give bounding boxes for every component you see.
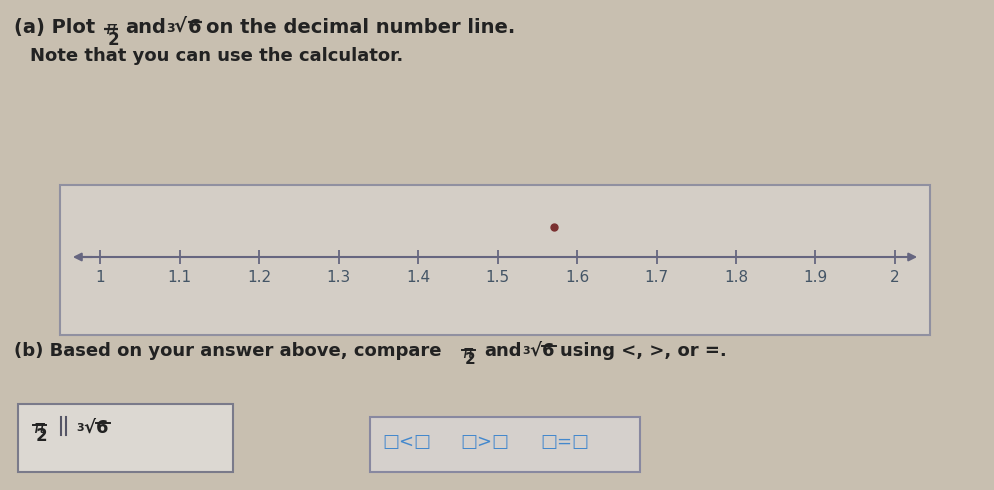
Text: $\pi$: $\pi$ — [105, 20, 118, 38]
Text: 3: 3 — [522, 346, 529, 356]
Text: 1.9: 1.9 — [802, 270, 827, 285]
Text: 1.6: 1.6 — [565, 270, 588, 285]
Text: and: and — [483, 342, 521, 360]
Bar — [60, 185, 929, 335]
Text: (b) Based on your answer above, compare: (b) Based on your answer above, compare — [14, 342, 441, 360]
Text: 1.2: 1.2 — [247, 270, 270, 285]
Text: 1: 1 — [95, 270, 104, 285]
Text: √: √ — [173, 17, 186, 36]
Text: 2: 2 — [890, 270, 899, 285]
Text: 1.8: 1.8 — [724, 270, 747, 285]
Text: 6: 6 — [542, 342, 554, 360]
Text: 1.1: 1.1 — [167, 270, 192, 285]
Text: $\pi$: $\pi$ — [461, 344, 474, 362]
Text: 3: 3 — [76, 423, 83, 433]
Text: 1.3: 1.3 — [326, 270, 350, 285]
Text: 2: 2 — [36, 427, 48, 445]
Text: √: √ — [529, 342, 541, 360]
Bar — [18, 404, 233, 472]
Text: Note that you can use the calculator.: Note that you can use the calculator. — [30, 47, 403, 65]
Text: 1.7: 1.7 — [644, 270, 668, 285]
Text: on the decimal number line.: on the decimal number line. — [206, 18, 515, 37]
Text: 6: 6 — [95, 419, 108, 437]
Text: 2: 2 — [108, 31, 119, 49]
Text: (a) Plot: (a) Plot — [14, 18, 95, 37]
Text: 2: 2 — [464, 352, 475, 367]
Text: using <, >, or =.: using <, >, or =. — [560, 342, 726, 360]
Text: 6: 6 — [188, 18, 202, 37]
Text: 1.4: 1.4 — [406, 270, 429, 285]
Text: √: √ — [83, 419, 94, 437]
Text: □<□: □<□ — [382, 433, 430, 451]
Text: 1.5: 1.5 — [485, 270, 509, 285]
Text: and: and — [125, 18, 166, 37]
Text: $\pi$: $\pi$ — [33, 419, 46, 437]
Text: □>□: □>□ — [459, 433, 509, 451]
Bar — [370, 417, 639, 472]
Text: □=□: □=□ — [540, 433, 588, 451]
Text: 3: 3 — [166, 22, 175, 35]
